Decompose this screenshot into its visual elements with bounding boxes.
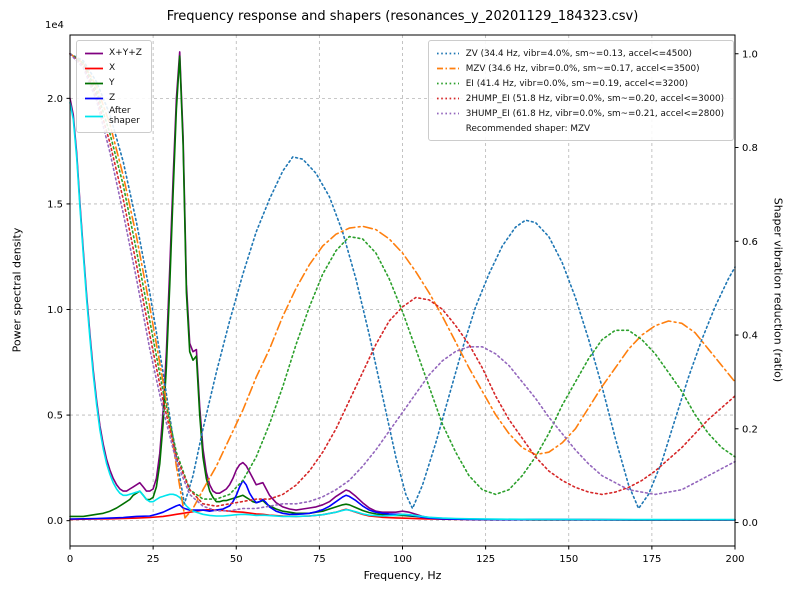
curve-3HUMP_EI bbox=[69, 52, 736, 512]
curve-MZV bbox=[69, 52, 736, 519]
curve-X+Y+Z bbox=[69, 51, 736, 521]
legend-label: After shaper bbox=[109, 106, 140, 127]
legend-item-3hump-ei: 3HUMP_EI (61.8 Hz, vibr=0.0%, sm~=0.21, … bbox=[436, 106, 724, 121]
shaper-legend: ZV (34.4 Hz, vibr=4.0%, sm~=0.13, accel<… bbox=[427, 40, 734, 141]
mzv-line-swatch bbox=[436, 67, 459, 70]
y-right-tick-label-1: 1.0 bbox=[742, 49, 758, 60]
curve-2HUMP_EI bbox=[69, 52, 736, 508]
recommended-shaper-label: Recommended shaper: MZV bbox=[465, 123, 591, 134]
xyz-line-swatch bbox=[85, 52, 103, 55]
legend-label: 3HUMP_EI (61.8 Hz, vibr=0.0%, sm~=0.21, … bbox=[465, 108, 724, 119]
x-tick-label-150: 150 bbox=[559, 554, 578, 565]
legend-item-z: Z bbox=[84, 91, 142, 106]
legend-item-recommended: Recommended shaper: MZV bbox=[436, 121, 724, 136]
x-tick-label-25: 25 bbox=[147, 554, 160, 565]
x-line-swatch bbox=[85, 67, 103, 70]
y-right-tick-label-0: 0.0 bbox=[742, 518, 758, 529]
y-right-tick-label-0.2: 0.2 bbox=[742, 424, 758, 435]
x-tick-label-0: 0 bbox=[67, 554, 73, 565]
y-left-tick-label-1: 1.0 bbox=[47, 305, 63, 316]
curve-ZV bbox=[69, 52, 736, 510]
empty-swatch bbox=[436, 123, 460, 134]
y-right-tick-label-0.6: 0.6 bbox=[742, 237, 758, 248]
ei-line-swatch bbox=[436, 82, 459, 85]
curve-EI bbox=[69, 52, 736, 500]
zv-line-swatch bbox=[436, 52, 459, 55]
x-axis-label: Frequency, Hz bbox=[363, 569, 442, 582]
x-tick-label-50: 50 bbox=[230, 554, 243, 565]
x-tick-label-200: 200 bbox=[725, 554, 744, 565]
curve-Y bbox=[69, 55, 736, 521]
chart-title: Frequency response and shapers (resonanc… bbox=[166, 9, 639, 24]
y-left-tick-label-0.5: 0.5 bbox=[47, 411, 63, 422]
y-left-tick-label-2: 2.0 bbox=[47, 94, 63, 105]
legend-label: Z bbox=[109, 93, 116, 104]
legend-item-ei: EI (41.4 Hz, vibr=0.0%, sm~=0.19, accel<… bbox=[436, 76, 724, 91]
2hump-ei-line-swatch bbox=[436, 97, 459, 100]
legend-label: MZV (34.6 Hz, vibr=0.0%, sm~=0.17, accel… bbox=[465, 63, 700, 74]
curve-After-shaper bbox=[69, 101, 736, 521]
x-tick-label-100: 100 bbox=[393, 554, 412, 565]
legend-label: Y bbox=[109, 78, 115, 89]
legend-label: EI (41.4 Hz, vibr=0.0%, sm~=0.19, accel<… bbox=[465, 78, 689, 89]
x-tick-label-75: 75 bbox=[313, 554, 326, 565]
after-shaper-line-swatch bbox=[85, 115, 103, 118]
y-line-swatch bbox=[85, 82, 103, 85]
legend-item-y: Y bbox=[84, 76, 142, 91]
psd-legend: X+Y+Z X Y Z After shaper bbox=[76, 40, 152, 133]
legend-label: X bbox=[109, 63, 116, 74]
x-tick-label-125: 125 bbox=[476, 554, 495, 565]
y-left-tick-label-1.5: 1.5 bbox=[47, 199, 63, 210]
legend-label: ZV (34.4 Hz, vibr=4.0%, sm~=0.13, accel<… bbox=[465, 48, 692, 59]
y-right-tick-label-0.4: 0.4 bbox=[742, 331, 758, 342]
legend-item-mzv: MZV (34.6 Hz, vibr=0.0%, sm~=0.17, accel… bbox=[436, 61, 724, 76]
3hump-ei-line-swatch bbox=[436, 112, 459, 115]
legend-item-xyz: X+Y+Z bbox=[84, 46, 142, 61]
legend-label: 2HUMP_EI (51.8 Hz, vibr=0.0%, sm~=0.20, … bbox=[465, 93, 724, 104]
legend-item-x: X bbox=[84, 61, 142, 76]
legend-item-after-shaper: After shaper bbox=[84, 106, 142, 127]
legend-item-zv: ZV (34.4 Hz, vibr=4.0%, sm~=0.13, accel<… bbox=[436, 46, 724, 61]
z-line-swatch bbox=[85, 97, 103, 100]
y-left-tick-label-0: 0.0 bbox=[47, 516, 63, 527]
legend-label: X+Y+Z bbox=[109, 48, 142, 59]
x-tick-label-175: 175 bbox=[642, 554, 661, 565]
legend-item-2hump-ei: 2HUMP_EI (51.8 Hz, vibr=0.0%, sm~=0.20, … bbox=[436, 91, 724, 106]
y-right-tick-label-0.8: 0.8 bbox=[742, 143, 758, 154]
y-left-offset-text: 1e4 bbox=[45, 20, 64, 31]
